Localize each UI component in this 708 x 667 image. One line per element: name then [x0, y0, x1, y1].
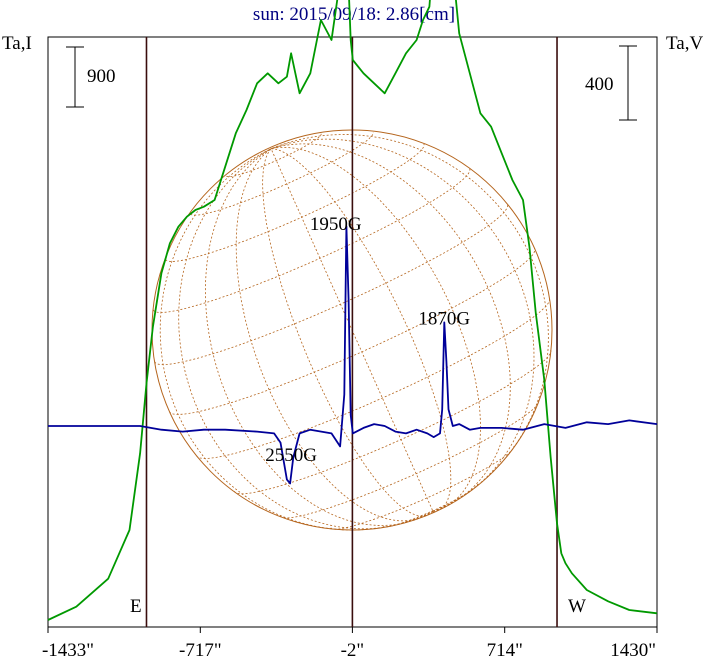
longitude-line — [178, 148, 434, 530]
y-axis-label-left: Ta,I — [2, 33, 32, 54]
curves-layer — [47, 0, 658, 621]
solar-disk-grid — [151, 129, 553, 531]
longitude-line — [270, 148, 434, 513]
latitude-line — [226, 133, 322, 178]
longitude-line — [235, 148, 434, 522]
latitude-line — [233, 349, 552, 495]
x-tick-label: 714" — [487, 640, 523, 661]
x-tick-label: -2" — [341, 640, 365, 661]
x-tick-label: -717" — [179, 640, 222, 661]
longitude-line — [159, 148, 434, 531]
x-tick-label: -1433" — [42, 640, 94, 661]
longitude-line — [270, 148, 452, 512]
scale-bar-right-label: 400 — [585, 74, 614, 95]
vertical-markers — [145, 37, 558, 627]
latitude-line — [190, 132, 374, 216]
latitude-line — [153, 168, 471, 313]
x-axis-ticks: -1433" -717" -2" 714" 1430" — [42, 627, 658, 661]
longitude-line — [204, 148, 434, 526]
longitude-line — [262, 148, 434, 517]
series-I-line — [47, 0, 658, 621]
annotation-label: 2550G — [265, 445, 317, 466]
scale-bar-left: 900 — [66, 46, 116, 108]
annotation-label: 1870G — [418, 308, 470, 329]
chart-title: sun: 2015/09/18: 2.86[cm] — [253, 4, 455, 25]
y-axis-label-right: Ta,V — [666, 33, 703, 54]
annotations: 1950G 1870G 2550G — [265, 214, 470, 466]
limb-label-east: E — [130, 596, 142, 617]
series-V-line — [48, 225, 658, 485]
latitude-line — [196, 298, 551, 459]
x-tick-label: 1430" — [610, 640, 656, 661]
scale-bar-left-label: 900 — [87, 66, 116, 87]
latitude-line — [330, 446, 515, 530]
limb-label-west: W — [568, 596, 586, 617]
annotation-label: 1950G — [310, 214, 362, 235]
scale-bar-right: 400 — [585, 45, 637, 121]
